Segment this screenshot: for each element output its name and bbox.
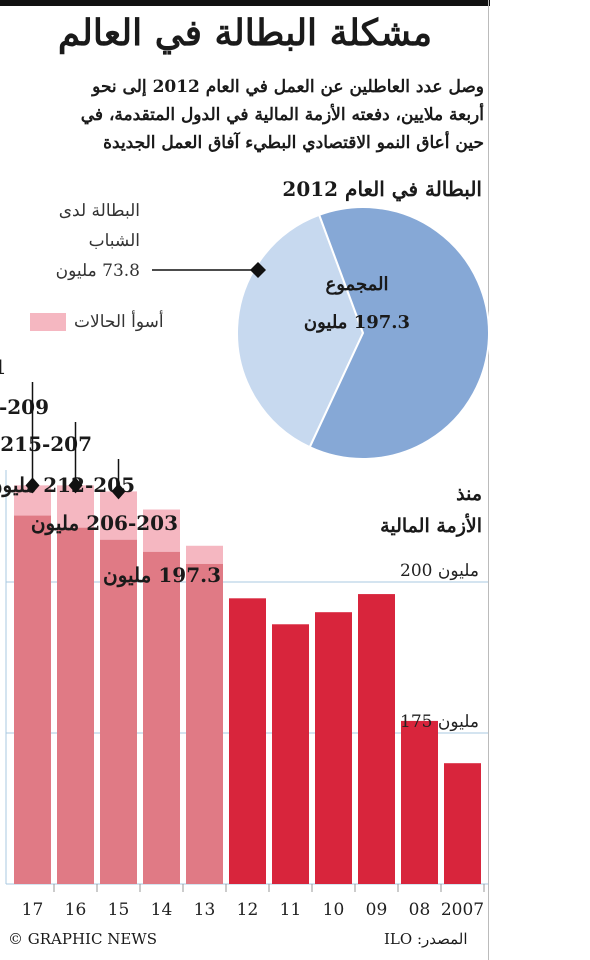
credit: © GRAPHIC NEWS xyxy=(8,930,157,948)
right-border xyxy=(488,0,489,960)
bar-worst-case xyxy=(186,545,223,564)
top-rule xyxy=(0,0,490,6)
bar-08 xyxy=(401,720,438,884)
x-tick-label: 15 xyxy=(108,900,130,920)
x-tick-label: 12 xyxy=(237,900,259,920)
reference-label: 200 مليون xyxy=(400,561,479,581)
x-tick-label: 11 xyxy=(280,900,302,920)
x-tick-label: 17 xyxy=(22,900,44,920)
label-layer: 200 مليون 175 مليون 2007 08 09 10 11 12 197.3 مل… xyxy=(0,355,484,920)
youth-pointer-diamond xyxy=(250,262,266,278)
x-tick-label: 2007 xyxy=(441,900,484,920)
x-tick-label: 14 xyxy=(151,900,173,920)
pie-total: المجموع 197.3 مليون xyxy=(292,266,422,342)
data-label: 212-205 مليون xyxy=(0,473,135,498)
bar-2007 xyxy=(444,763,481,884)
data-label: 216-211 مليون xyxy=(0,355,6,380)
bar-12 xyxy=(229,598,266,884)
data-label: 197.3 مليون xyxy=(103,563,221,588)
intro-text: وصل عدد العاطلين عن العمل في العام 2012 … xyxy=(4,73,484,157)
x-tick-label: 10 xyxy=(323,900,345,920)
pie-title: البطالة في العام 2012 xyxy=(282,177,482,201)
pie-slice-youth xyxy=(236,213,365,449)
data-label: 206-203 مليون xyxy=(31,511,178,536)
bar-15 xyxy=(100,539,137,884)
source: المصدر: ILO xyxy=(384,930,468,948)
x-tick-label: 09 xyxy=(366,900,388,920)
reference-label: 175 مليون xyxy=(400,712,479,732)
bar-09 xyxy=(358,594,395,884)
pie-chart xyxy=(152,206,490,460)
page-title: مشكلة البطالة في العالم xyxy=(57,12,433,54)
pie-slice-total xyxy=(308,206,490,460)
bar-16 xyxy=(57,527,94,884)
youth-unemployment-label: البطالة لدى الشباب 73.8 مليون xyxy=(40,196,140,286)
legend: أسوأ الحالات xyxy=(30,312,164,332)
legend-swatch-worst xyxy=(30,313,66,331)
youth-label-text: البطالة لدى الشباب xyxy=(58,201,140,251)
bar-14 xyxy=(143,551,180,884)
intro-line: حين أعاق النمو الاقتصادي البطيء آفاق الع… xyxy=(103,133,484,153)
pointer-diamond xyxy=(68,477,83,494)
bar-11 xyxy=(272,624,309,884)
data-label: 215-207 مليون xyxy=(0,432,92,457)
x-tick-label: 13 xyxy=(194,900,216,920)
intro-line: وصل عدد العاطلين عن العمل في العام 2012 … xyxy=(92,77,484,97)
youth-value-text: 73.8 مليون xyxy=(55,261,140,281)
since-line-2: الأزمة المالية xyxy=(380,515,482,537)
bar-worst-case xyxy=(143,509,180,552)
pie-total-label: المجموع xyxy=(325,274,389,295)
since-crisis-label: منذ الأزمة المالية xyxy=(380,478,482,542)
x-tick-label: 16 xyxy=(65,900,87,920)
pointer-diamond xyxy=(25,477,40,494)
since-line-1: منذ xyxy=(456,483,482,505)
bar-chart xyxy=(14,485,481,884)
legend-label-worst: أسوأ الحالات xyxy=(74,312,164,332)
bar-17 xyxy=(14,515,51,884)
pie-total-value: 197.3 مليون xyxy=(303,312,411,333)
intro-line: أربعة ملايين، دفعته الأزمة المالية في ال… xyxy=(80,105,484,125)
bar-worst-case xyxy=(100,491,137,540)
bar-13 xyxy=(186,563,223,884)
pointer-diamond xyxy=(111,483,126,500)
data-label: 216-209 مليون xyxy=(0,395,49,420)
bar-10 xyxy=(315,612,352,884)
x-tick-label: 08 xyxy=(409,900,431,920)
